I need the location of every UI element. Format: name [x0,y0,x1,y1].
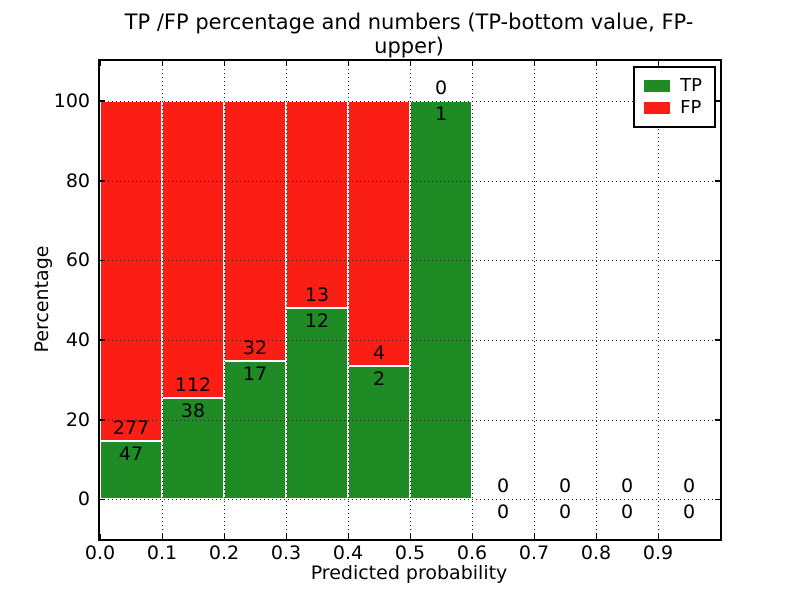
bar-segment-fp [224,100,286,361]
legend: TP FP [633,66,716,128]
y-tick-mark [100,259,105,262]
tp-count-label: 0 [682,501,696,524]
x-tick-mark [657,61,659,66]
x-tick-mark [223,534,225,539]
x-tick-mark [161,61,163,66]
tp-legend-swatch-icon [644,80,671,92]
tp-count-label: 1 [434,102,448,125]
bar-segment-tp [286,307,348,500]
grid-line-vertical [410,61,411,539]
fp-count-label: 0 [496,475,510,498]
x-tick-mark [533,534,535,539]
legend-item-fp: FP [644,99,702,117]
fp-count-label: 0 [434,76,448,99]
x-tick-mark [285,61,287,66]
x-tick-mark [409,61,411,66]
tp-count-label: 12 [304,309,330,332]
y-tick-label: 60 [65,249,90,272]
grid-line-vertical [596,61,597,539]
y-tick-mark [100,180,105,182]
legend-label-tp: TP [680,75,702,96]
x-tick-label: 0.3 [270,542,302,564]
y-tick-mark [715,259,720,262]
y-tick-mark [715,339,720,341]
x-tick-mark [99,534,101,539]
grid-line-vertical [658,61,659,539]
y-tick-mark [715,498,720,501]
y-tick-label: 20 [65,408,90,431]
x-tick-mark [409,534,411,539]
tp-count-label: 38 [180,400,206,423]
tp-count-label: 0 [496,501,510,524]
x-tick-mark [533,61,535,66]
chart-title-line1: TP /FP percentage and numbers (TP-bottom… [124,10,694,58]
legend-label-fp: FP [680,97,702,118]
fp-count-label: 13 [304,283,330,306]
y-tick-mark [715,419,720,421]
y-tick-label: 100 [53,89,90,112]
x-tick-mark [471,534,473,539]
x-tick-mark [347,61,349,66]
bar-segment-fp [100,100,162,442]
legend-item-tp: TP [644,77,702,95]
x-tick-label: 0.2 [208,542,240,564]
x-tick-mark [161,534,163,539]
y-tick-mark [100,419,105,421]
x-tick-mark [347,534,349,539]
x-tick-label: 0.8 [580,542,612,564]
x-tick-label: 0.5 [394,542,426,564]
x-tick-mark [595,534,597,539]
bar-segment-fp [162,100,224,399]
grid-line-vertical [534,61,535,539]
x-axis-label: Predicted probability [310,562,508,584]
x-tick-label: 0.4 [332,542,364,564]
tp-count-label: 0 [558,501,572,524]
fp-count-label: 277 [112,417,150,440]
bar-segment-tp [100,441,162,500]
x-tick-label: 0.1 [146,542,178,564]
y-tick-mark [100,339,105,341]
x-tick-mark [657,534,659,539]
y-tick-mark [100,100,105,102]
tp-count-label: 0 [620,501,634,524]
x-tick-label: 0.0 [84,542,116,564]
grid-line-vertical [224,61,225,539]
grid-line-vertical [472,61,473,539]
tp-count-label: 47 [118,443,144,466]
x-tick-mark [99,61,101,66]
grid-line-vertical [162,61,163,539]
y-tick-label: 0 [77,488,90,511]
x-tick-label: 0.6 [456,542,488,564]
grid-line-vertical [286,61,287,539]
tp-count-label: 2 [372,368,386,391]
fp-count-label: 0 [682,475,696,498]
x-tick-label: 0.7 [518,542,550,564]
x-tick-mark [595,61,597,66]
fp-count-label: 4 [372,342,386,365]
plot-area: TP FP 277 47 112 38 32 17 13 12 4 2 0 1 0 0 0 0 0 0 0 0 [98,59,722,541]
fp-count-label: 32 [242,337,268,359]
bar-segment-fp [286,100,348,308]
fp-count-label: 0 [620,475,634,498]
fp-legend-swatch-icon [644,102,671,114]
grid-line-vertical [348,61,349,539]
y-tick-mark [715,180,720,182]
x-tick-mark [285,534,287,539]
y-tick-mark [715,100,720,102]
y-tick-mark [100,498,105,501]
fp-count-label: 112 [174,374,212,397]
x-tick-label: 0.9 [642,542,674,564]
fp-count-label: 0 [558,475,572,498]
y-tick-label: 40 [65,328,90,351]
x-tick-mark [223,61,225,66]
x-tick-mark [471,61,473,66]
bar-segment-tp [410,100,472,500]
tp-count-label: 17 [242,362,268,385]
bar-segment-fp [348,100,410,367]
y-tick-label: 80 [65,169,90,192]
